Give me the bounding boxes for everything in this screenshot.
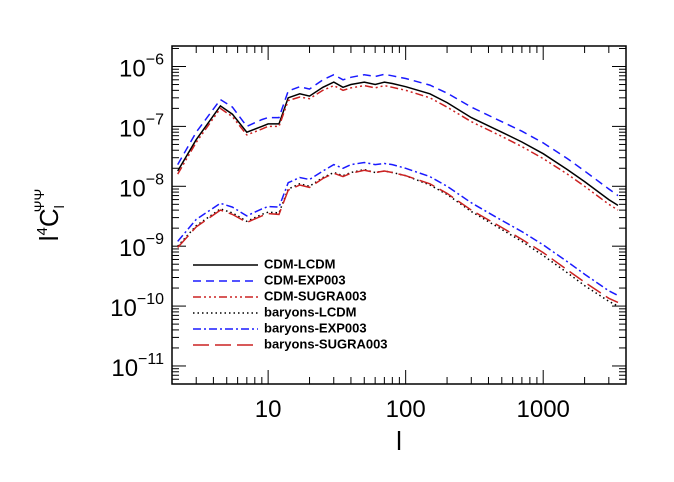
y-tick-label: 10−8 [119,171,164,202]
y-label-part: l [34,235,64,241]
data-line [177,73,619,197]
y-label-part: ΨΨ [31,189,47,212]
y-tick-label: 10−11 [111,351,164,382]
data-line [177,84,619,211]
y-tick-base: 10 [119,115,146,142]
y-label-part: C [34,208,64,227]
plot-frame [171,45,627,385]
y-tick-label: 10−7 [119,111,164,142]
legend-label: CDM-SUGRA003 [264,288,367,303]
y-tick-exponent: −10 [137,291,164,308]
y-tick-exponent: −7 [146,111,164,128]
legend-label: CDM-EXP003 [264,272,346,287]
data-line [177,161,619,297]
x-tick-label: 100 [386,396,426,423]
y-tick-exponent: −11 [138,351,164,368]
legend-label: CDM-LCDM [264,256,335,271]
y-tick-label: 10−10 [110,291,164,322]
data-line [177,81,619,207]
y-label-part: l [51,205,67,208]
x-tick-label: 1000 [517,396,570,423]
data-line [177,168,619,307]
data-line [177,169,619,304]
y-label-part: 4 [34,227,51,235]
y-tick-exponent: −8 [146,171,164,188]
y-tick-exponent: −6 [146,52,164,69]
legend-label: baryons-EXP003 [264,320,367,335]
y-tick-label: 10−9 [119,231,164,262]
y-tick-base: 10 [119,235,146,262]
x-tick-label: 10 [255,396,282,423]
legend-label: baryons-SUGRA003 [264,336,388,351]
x-axis-label: l [396,426,402,456]
y-tick-base: 10 [110,295,137,322]
legend-label: baryons-LCDM [264,304,356,319]
y-axis-label: l4ClΨΨ [31,189,67,241]
y-tick-base: 10 [111,355,138,382]
y-tick-base: 10 [119,56,146,83]
y-tick-exponent: −9 [146,231,164,248]
y-tick-label: 10−6 [119,52,164,83]
y-tick-base: 10 [119,175,146,202]
